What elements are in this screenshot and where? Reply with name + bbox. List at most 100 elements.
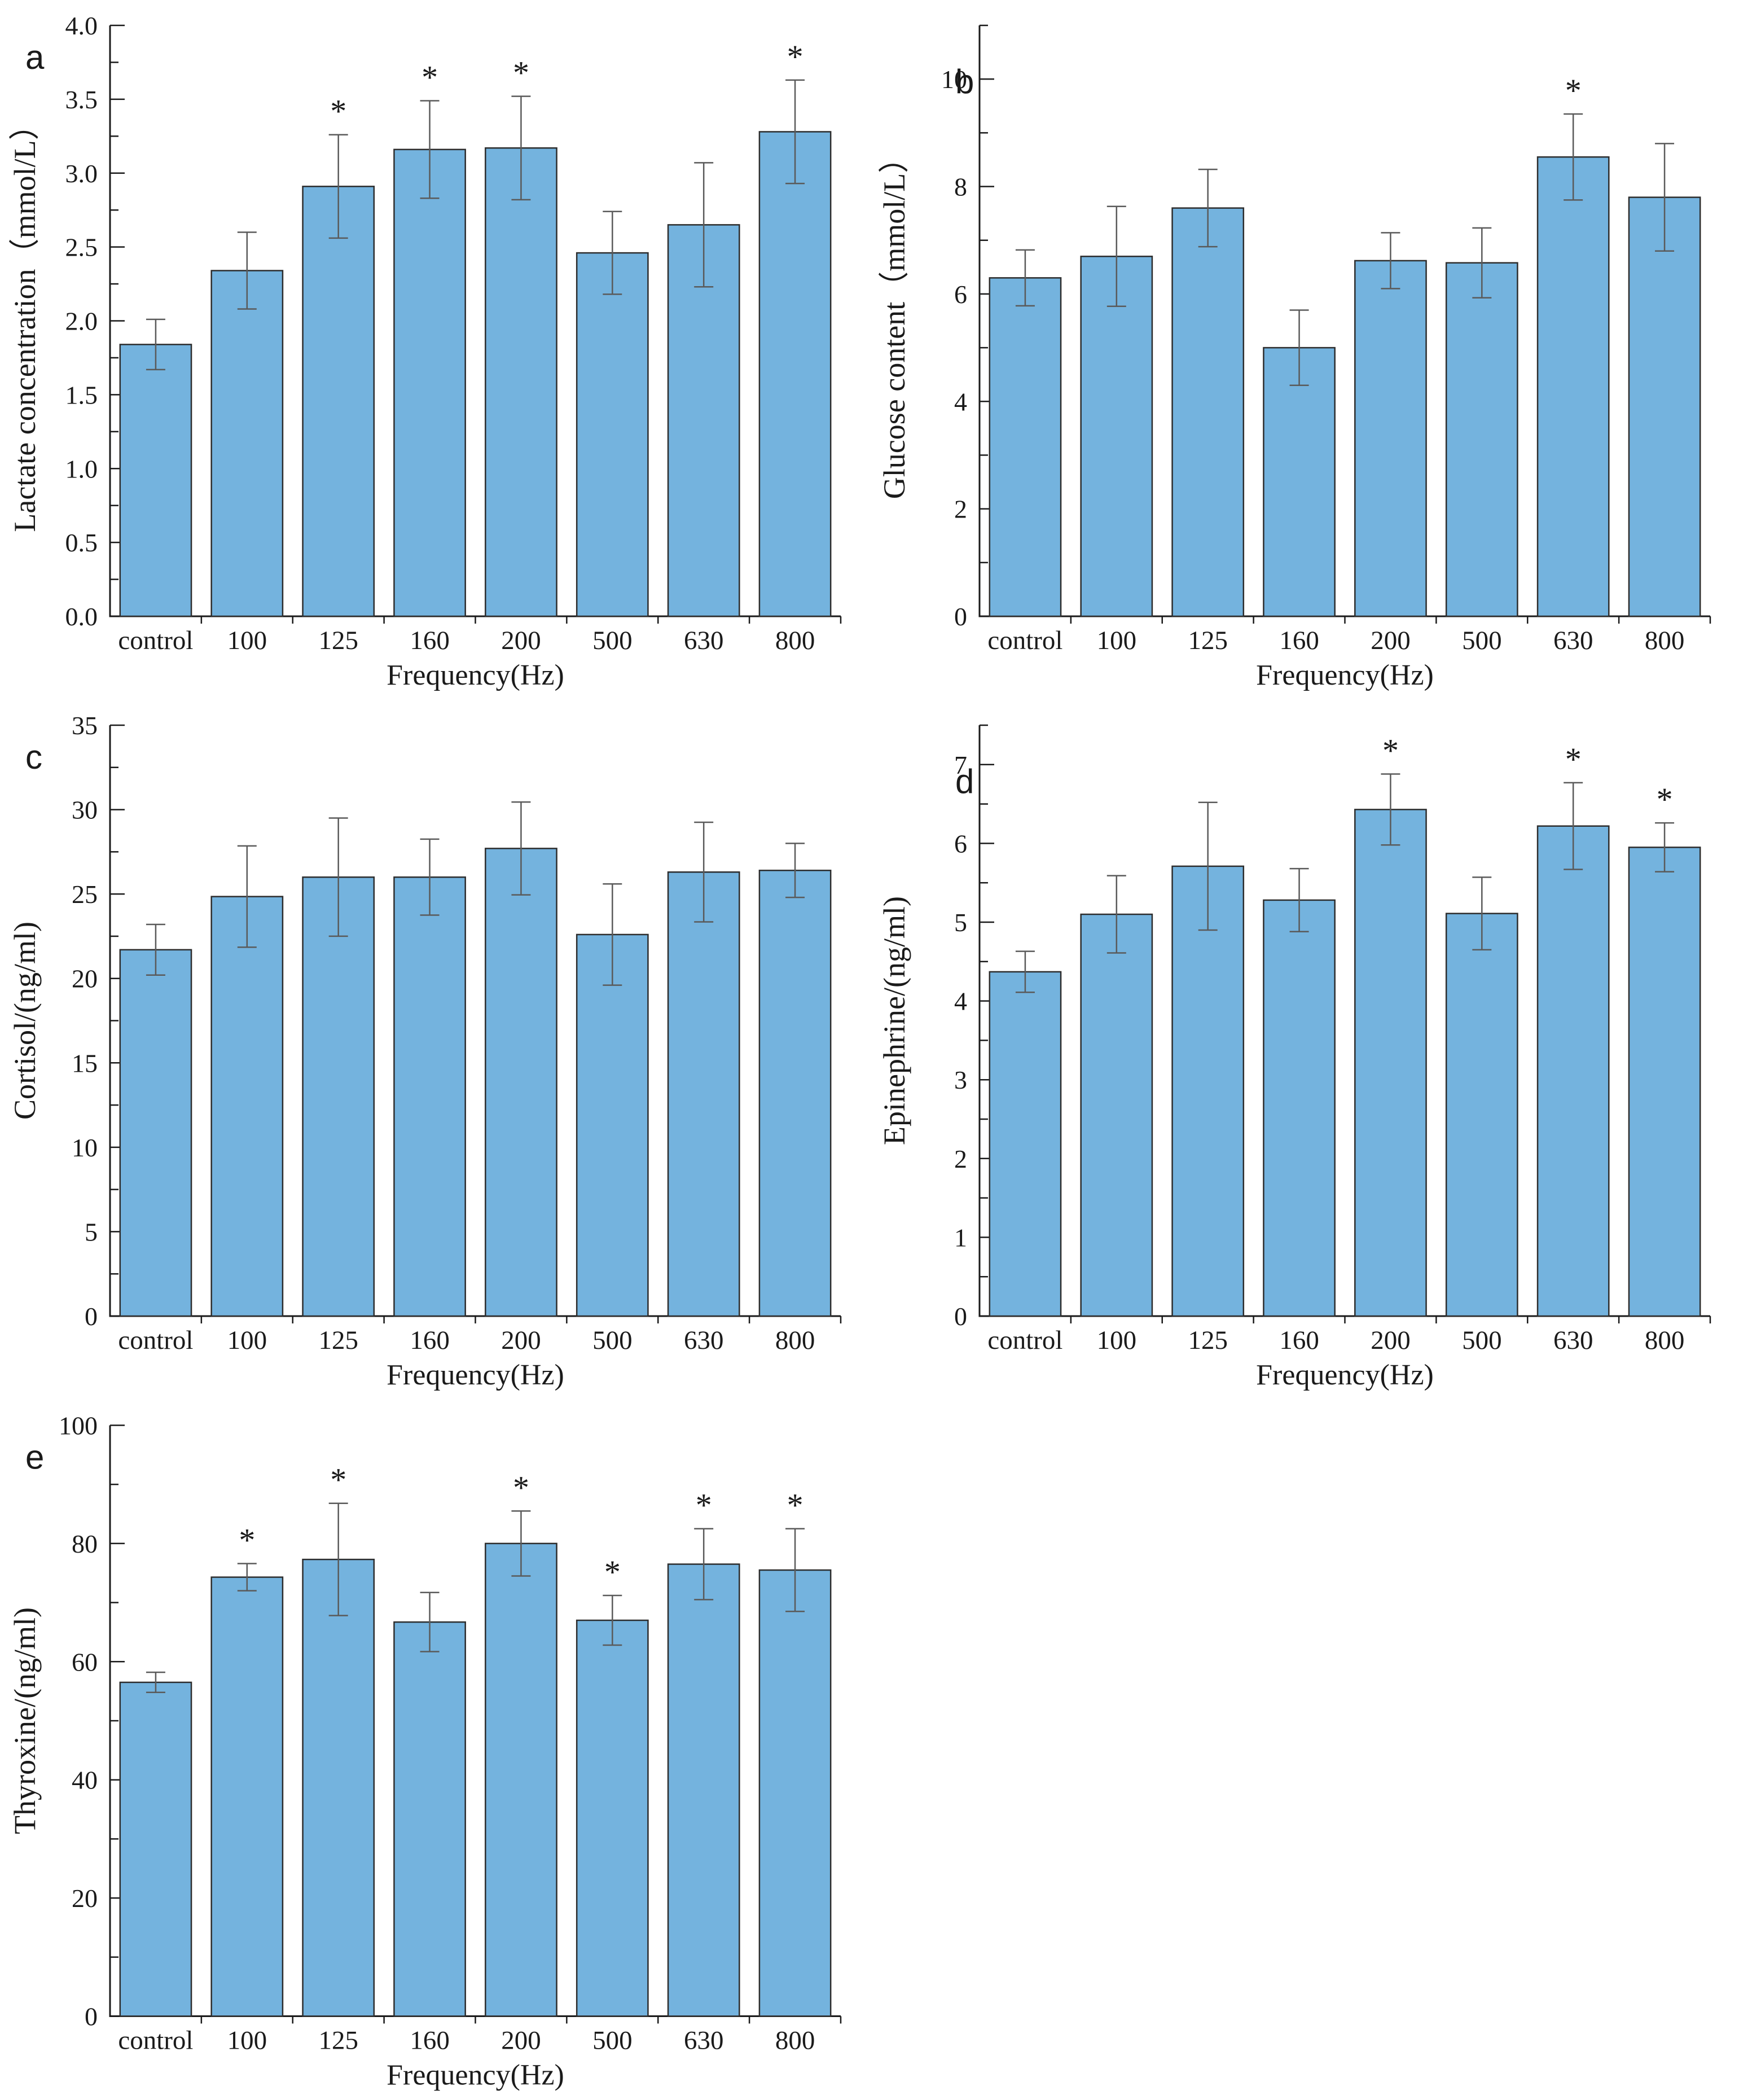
- y-tick-label: 2.5: [65, 233, 98, 262]
- y-tick-label: 3.0: [65, 159, 98, 188]
- bar-control: [989, 277, 1062, 617]
- x-tick-label: 100: [227, 2026, 267, 2055]
- bar-125: [302, 876, 375, 1317]
- x-tick-label: 630: [684, 626, 724, 655]
- y-tick-label: 5: [85, 1217, 98, 1246]
- y-tick-label: 0: [954, 602, 967, 631]
- bar-630: [667, 871, 740, 1317]
- y-tick-label: 0: [85, 2002, 98, 2031]
- y-tick-label: 1.5: [65, 380, 98, 409]
- y-tick-label: 20: [72, 964, 98, 993]
- y-tick-label: 8: [954, 173, 967, 201]
- bar-800: [1628, 847, 1701, 1317]
- significance-asterisk: *: [1565, 72, 1582, 109]
- y-tick-label: 4: [954, 987, 967, 1016]
- panel-letter-c: c: [25, 738, 42, 776]
- y-axis-title: Thyroxine/(ng/ml): [8, 1607, 42, 1834]
- bar-125: [302, 1558, 375, 2017]
- y-tick-label: 7: [954, 751, 967, 779]
- y-tick-label: 1.0: [65, 454, 98, 483]
- y-tick-label: 0: [954, 1302, 967, 1331]
- bar-control: [119, 949, 192, 1317]
- y-tick-label: 0.5: [65, 528, 98, 557]
- significance-asterisk: *: [604, 1554, 621, 1590]
- x-tick-label: 200: [1371, 1326, 1411, 1355]
- y-tick-label: 60: [72, 1647, 98, 1676]
- x-tick-label: 630: [1553, 626, 1593, 655]
- x-tick-label: 800: [775, 1326, 815, 1355]
- x-tick-label: 630: [684, 2026, 724, 2055]
- y-tick-label: 35: [72, 711, 98, 740]
- bar-control: [119, 344, 192, 617]
- x-axis-title: Frequency(Hz): [387, 1359, 564, 1391]
- bar-800: [758, 1569, 832, 2017]
- x-tick-label: 800: [1645, 1326, 1685, 1355]
- y-tick-label: 4.0: [65, 11, 98, 40]
- x-tick-label: 100: [227, 1326, 267, 1355]
- bar-chart-e: 0 20 40 60 80 100 control * 100 * 125 160 * 200 * 500 * 6…: [8, 1411, 842, 2092]
- x-tick-label: control: [987, 1326, 1062, 1355]
- bar-800: [758, 131, 832, 617]
- bar-100: [210, 1576, 284, 2017]
- bar-100: [210, 896, 284, 1317]
- y-tick-label: 2: [954, 1145, 967, 1173]
- bar-125: [1171, 865, 1245, 1317]
- bar-800: [1628, 196, 1701, 617]
- x-tick-label: control: [987, 626, 1062, 655]
- panel-e: 0 20 40 60 80 100 control * 100 * 125 160 * 200 * 500 * 6…: [0, 1400, 869, 2100]
- y-tick-label: 0: [85, 1302, 98, 1331]
- significance-asterisk: *: [513, 55, 529, 91]
- significance-asterisk: *: [696, 1487, 712, 1524]
- significance-asterisk: *: [239, 1522, 255, 1558]
- bar-630: [667, 224, 740, 617]
- y-tick-label: 80: [72, 1529, 98, 1558]
- x-tick-label: 500: [1462, 1326, 1502, 1355]
- x-tick-label: control: [118, 1326, 193, 1355]
- x-tick-label: 200: [501, 1326, 541, 1355]
- x-axis-title: Frequency(Hz): [1256, 1359, 1434, 1391]
- bar-chart-c: 0 5 10 15 20 25 30 35 control 100 125 160 200 500 630 8…: [8, 711, 842, 1391]
- y-tick-label: 15: [72, 1049, 98, 1077]
- panel-a: 0.0 0.5 1.0 1.5 2.0 2.5 3.0 3.5 4.0 control 100 * 12…: [0, 0, 869, 700]
- x-tick-label: 200: [501, 626, 541, 655]
- bar-125: [1171, 207, 1245, 617]
- bar-800: [758, 870, 832, 1317]
- bar-500: [1445, 913, 1518, 1317]
- significance-asterisk: *: [421, 59, 438, 95]
- y-tick-label: 5: [954, 908, 967, 937]
- x-tick-label: 500: [592, 626, 633, 655]
- significance-asterisk: *: [1565, 741, 1582, 778]
- bar-160: [393, 876, 466, 1317]
- panel-letter-a: a: [25, 38, 45, 76]
- bar-630: [1536, 156, 1610, 617]
- x-tick-label: 100: [1097, 626, 1137, 655]
- bar-500: [1445, 262, 1518, 617]
- y-tick-label: 0.0: [65, 602, 98, 631]
- x-tick-label: 500: [592, 2026, 633, 2055]
- panel-c: 0 5 10 15 20 25 30 35 control 100 125 160 200 500 630 8…: [0, 700, 869, 1400]
- x-tick-label: 160: [410, 2026, 450, 2055]
- bar-control: [119, 1681, 192, 2017]
- x-tick-label: 125: [1188, 626, 1228, 655]
- bar-chart-b: 0 2 4 6 8 10 control 100 125 160 200 500 * 630 800 Freq…: [877, 24, 1711, 691]
- x-tick-label: 800: [775, 626, 815, 655]
- panel-letter-d: d: [955, 762, 974, 800]
- y-tick-label: 3: [954, 1066, 967, 1094]
- x-tick-label: 200: [501, 2026, 541, 2055]
- x-tick-label: 125: [1188, 1326, 1228, 1355]
- x-tick-label: control: [118, 626, 193, 655]
- x-tick-label: 500: [1462, 626, 1502, 655]
- y-tick-label: 2: [954, 495, 967, 524]
- bar-160: [1263, 899, 1336, 1317]
- bar-630: [1536, 825, 1610, 1317]
- significance-asterisk: *: [787, 1487, 803, 1524]
- y-tick-label: 20: [72, 1884, 98, 1913]
- bar-200: [1354, 809, 1427, 1317]
- significance-asterisk: *: [330, 93, 346, 130]
- x-tick-label: 160: [1279, 626, 1319, 655]
- x-tick-label: 125: [318, 1326, 358, 1355]
- bar-200: [485, 147, 557, 617]
- bar-630: [667, 1563, 740, 2017]
- significance-asterisk: *: [513, 1469, 529, 1506]
